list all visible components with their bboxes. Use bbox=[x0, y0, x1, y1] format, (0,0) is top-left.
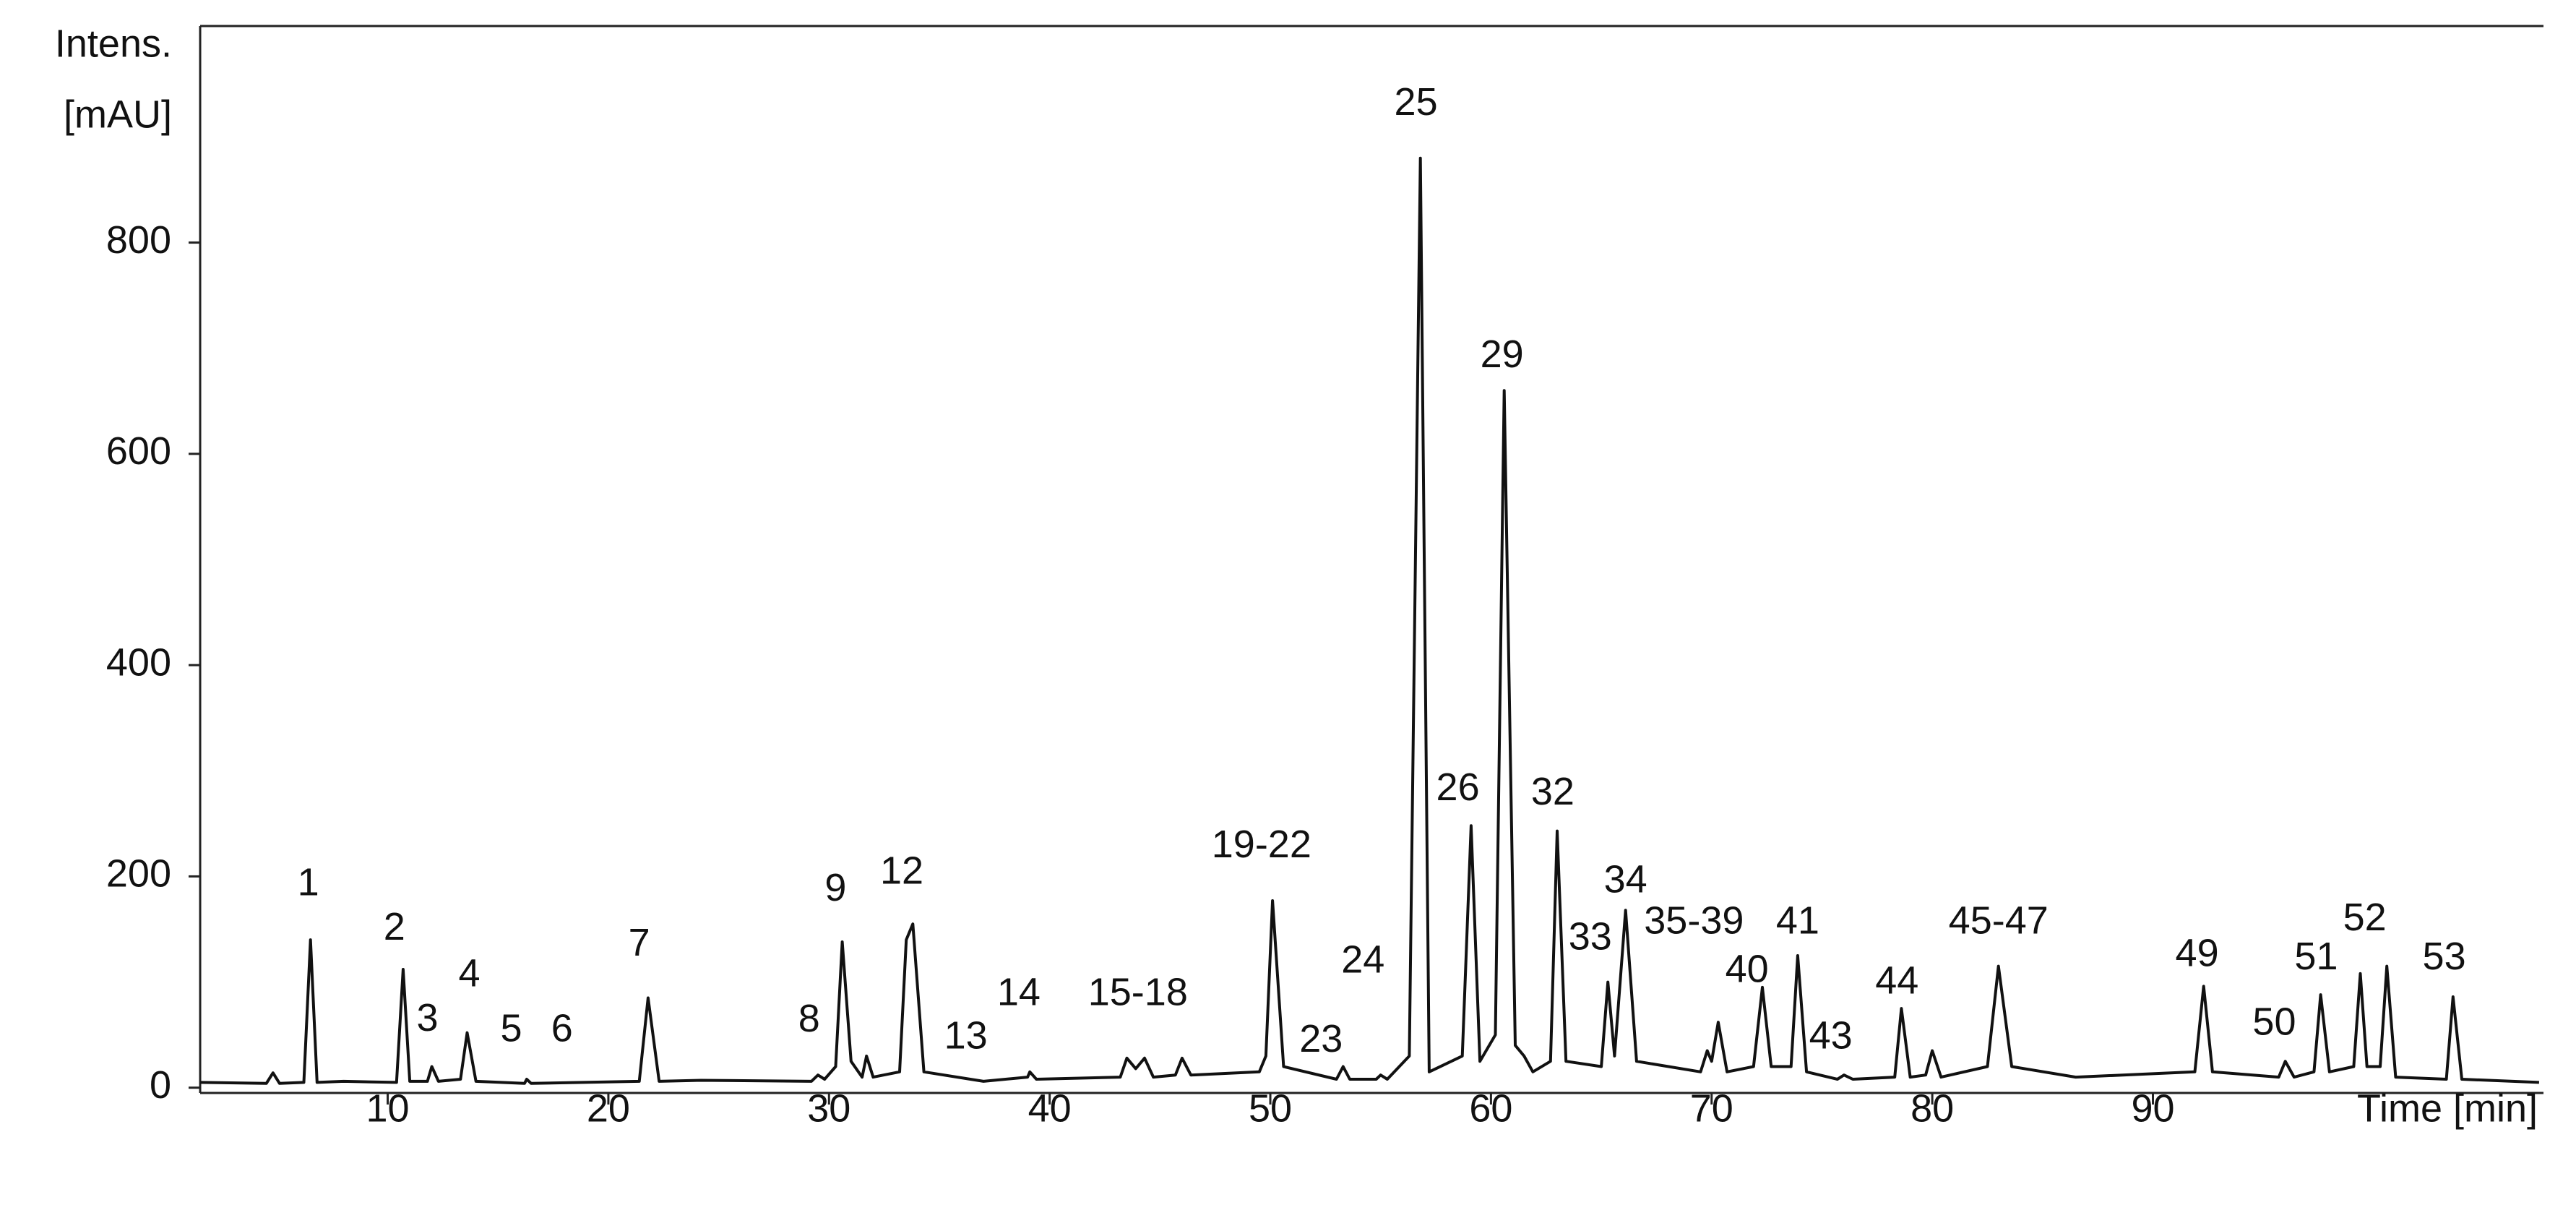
x-tick-label: 50 bbox=[1249, 1086, 1292, 1130]
x-tick-label: 20 bbox=[587, 1086, 630, 1130]
peak-label: 52 bbox=[2343, 896, 2387, 939]
peak-label: 29 bbox=[1481, 333, 1524, 376]
y-tick-label: 400 bbox=[106, 640, 171, 684]
peak-label: 45-47 bbox=[1949, 899, 2049, 942]
peak-label: 4 bbox=[459, 951, 481, 995]
peak-label: 5 bbox=[501, 1006, 522, 1050]
y-axis-label: Intens. bbox=[55, 22, 172, 65]
peak-label: 7 bbox=[629, 921, 650, 964]
peak-label: 12 bbox=[880, 849, 923, 893]
x-tick-label: 40 bbox=[1028, 1086, 1072, 1130]
y-tick-label: 0 bbox=[150, 1063, 171, 1107]
y-tick-label: 800 bbox=[106, 218, 171, 262]
trace bbox=[199, 156, 2539, 1085]
peak-label: 44 bbox=[1875, 959, 1918, 1003]
peak-label: 40 bbox=[1726, 948, 1769, 991]
y-axis-label: [mAU] bbox=[64, 93, 172, 136]
peak-label: 23 bbox=[1299, 1017, 1343, 1060]
x-tick-label: 60 bbox=[1469, 1086, 1512, 1130]
peak-label: 1 bbox=[298, 861, 319, 904]
peak-label: 43 bbox=[1809, 1014, 1853, 1058]
peak-label: 50 bbox=[2252, 1000, 2296, 1044]
peak-label: 9 bbox=[824, 866, 846, 909]
y-tick-label: 600 bbox=[106, 429, 171, 473]
peak-label: 15-18 bbox=[1088, 971, 1188, 1014]
peak-label: 25 bbox=[1395, 80, 1438, 124]
peak-label: 33 bbox=[1569, 914, 1612, 958]
peak-label: 13 bbox=[944, 1014, 988, 1058]
x-tick-label: 30 bbox=[807, 1086, 850, 1130]
x-tick-label: 80 bbox=[1911, 1086, 1954, 1130]
x-tick-label: 90 bbox=[2131, 1086, 2174, 1130]
peak-label: 24 bbox=[1341, 938, 1384, 981]
peak-label: 34 bbox=[1604, 857, 1647, 901]
x-tick-label: 70 bbox=[1690, 1086, 1733, 1130]
y-tick-label: 200 bbox=[106, 852, 171, 896]
peak-label: 26 bbox=[1436, 766, 1480, 809]
peak-label: 35-39 bbox=[1644, 899, 1744, 942]
peak-label: 3 bbox=[417, 996, 439, 1039]
peak-label: 53 bbox=[2423, 935, 2466, 978]
peak-label: 8 bbox=[798, 997, 820, 1040]
peak-label: 14 bbox=[997, 971, 1041, 1014]
x-tick-label: 10 bbox=[366, 1086, 410, 1130]
peak-label: 2 bbox=[384, 905, 405, 948]
peak-label: 41 bbox=[1776, 899, 1819, 942]
x-axis-label: Time [min] bbox=[2357, 1086, 2538, 1130]
peak-label: 32 bbox=[1531, 770, 1575, 813]
peak-label: 19-22 bbox=[1212, 823, 1311, 866]
peak-label: 51 bbox=[2294, 935, 2338, 978]
peak-label: 6 bbox=[551, 1006, 573, 1050]
peak-label: 49 bbox=[2176, 932, 2219, 975]
